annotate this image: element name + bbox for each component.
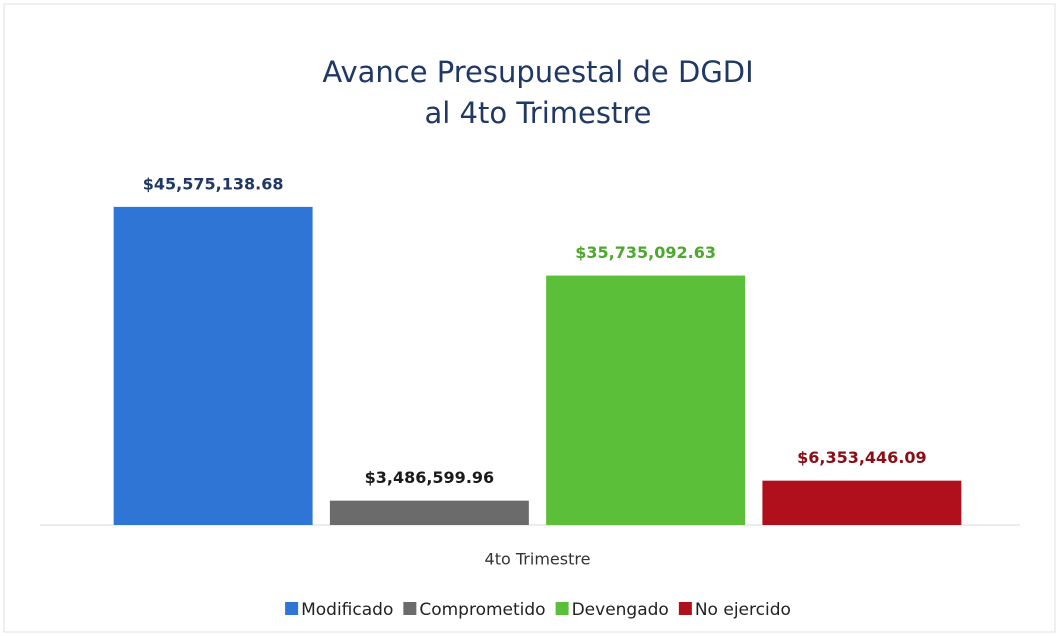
legend-label: Devengado [572,600,669,620]
legend-swatch [555,602,569,615]
legend-label: Comprometido [419,600,545,620]
legend-swatch [285,602,299,615]
bar [113,206,313,525]
legend-swatch [403,602,417,615]
legend-label: No ejercido [695,600,791,620]
value-label: $3,486,599.96 [365,468,495,487]
legend-label: Modificado [301,600,393,620]
chart-title: Avance Presupuestal de DGDI [322,55,753,89]
value-label: $45,575,138.68 [143,174,284,193]
value-label: $35,735,092.63 [575,243,716,262]
bar [329,500,529,525]
legend-swatch [678,602,692,615]
value-label: $6,353,446.09 [797,448,927,467]
bar [546,275,746,525]
chart-title: al 4to Trimestre [425,96,652,130]
x-tick-label: 4to Trimestre [485,550,591,569]
bar [762,480,962,525]
